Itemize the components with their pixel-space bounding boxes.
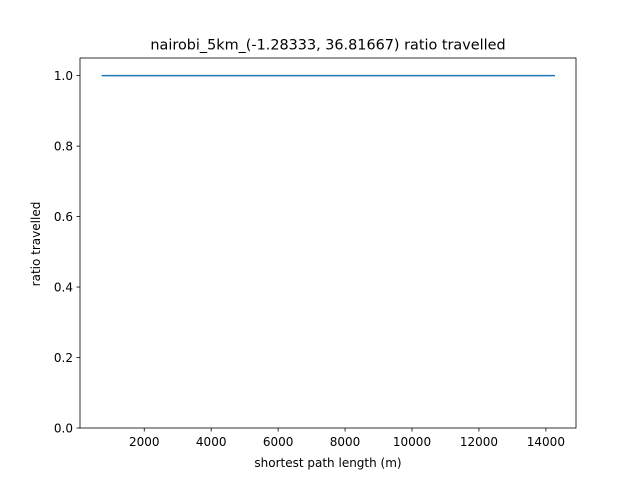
chart-title: nairobi_5km_(-1.28333, 36.81667) ratio t…: [150, 38, 505, 54]
x-axis-label: shortest path length (m): [254, 456, 401, 470]
y-tick-label: 0.4: [54, 280, 73, 294]
y-tick-label: 0.8: [54, 139, 73, 153]
y-tick-label: 0.2: [54, 351, 73, 365]
y-tick-label: 1.0: [54, 69, 73, 83]
x-tick-label: 14000: [527, 435, 565, 449]
x-tick-label: 2000: [129, 435, 160, 449]
y-axis-ticks: 0.0 0.2 0.4 0.6 0.8 1.0: [54, 69, 80, 435]
y-tick-label: 0.0: [54, 421, 73, 435]
x-tick-label: 10000: [393, 435, 431, 449]
plot-area: [79, 57, 577, 429]
y-tick-label: 0.6: [54, 210, 73, 224]
x-tick-label: 6000: [263, 435, 294, 449]
x-axis-ticks: 2000 4000 6000 8000 10000 12000 14000: [129, 428, 565, 449]
x-tick-label: 4000: [196, 435, 227, 449]
x-tick-label: 12000: [460, 435, 498, 449]
axes-frame: [79, 57, 577, 429]
x-tick-label: 8000: [330, 435, 361, 449]
y-axis-label: ratio travelled: [29, 202, 43, 287]
